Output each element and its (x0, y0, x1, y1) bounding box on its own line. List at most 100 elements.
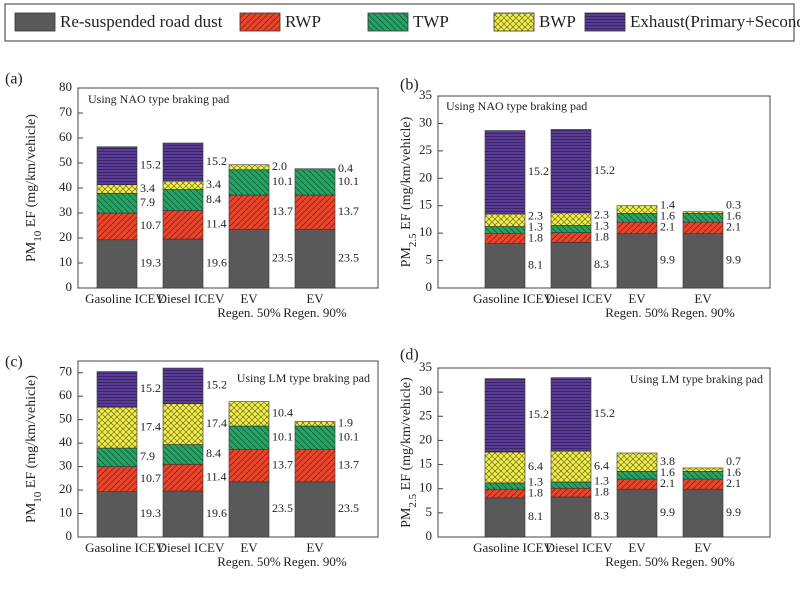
value-label: 13.7 (272, 458, 293, 472)
legend-label: Exhaust(Primary+Secondary) (630, 12, 800, 31)
bar-segment (162, 367, 204, 405)
annotation: Using LM type braking pad (630, 372, 763, 386)
bar-segment (162, 444, 204, 465)
x-tick-label: Gasoline ICEV (85, 291, 165, 306)
y-axis-title-main: PM (24, 241, 39, 262)
value-label: 15.2 (206, 154, 227, 168)
bar-segment (294, 169, 336, 196)
bar-segment (484, 130, 526, 215)
y-tick-label: 70 (59, 104, 72, 119)
value-label: 0.4 (338, 161, 353, 175)
y-tick-label: 10 (419, 224, 432, 239)
bar-segment (616, 205, 658, 214)
bar-segment (228, 425, 270, 451)
x-tick-label: Regen. 90% (671, 554, 735, 569)
bar-segment (550, 481, 592, 489)
value-label: 6.4 (594, 458, 609, 472)
bar-segment (682, 221, 724, 234)
y-axis-title-main: PM (24, 502, 39, 523)
value-label: 1.3 (528, 474, 543, 488)
x-tick-label: EV (694, 540, 712, 555)
y-tick-label: 20 (59, 481, 72, 496)
legend-box (4, 3, 795, 42)
y-tick-label: 80 (59, 79, 72, 94)
bar-segment (682, 471, 724, 480)
value-label: 8.3 (594, 257, 609, 271)
value-label: 2.1 (660, 220, 675, 234)
bar-segment (682, 467, 724, 472)
bar-segment (484, 497, 526, 538)
annotation: Using LM type braking pad (237, 371, 370, 385)
value-label: 1.6 (660, 465, 675, 479)
value-label: 10.7 (140, 218, 161, 232)
value-label: 2.0 (272, 159, 287, 173)
bar-segment (162, 463, 204, 492)
bar-segment (616, 233, 658, 289)
bar-segment (294, 194, 336, 230)
value-label: 19.3 (140, 506, 161, 520)
bar-segment (682, 488, 724, 538)
y-tick-label: 0 (66, 279, 73, 294)
value-label: 17.4 (206, 416, 227, 430)
value-label: 13.7 (272, 204, 293, 218)
bar-segment (228, 169, 270, 196)
value-label: 15.2 (594, 406, 615, 420)
value-label: 1.4 (660, 198, 675, 212)
x-tick-label: Diesel ICEV (546, 540, 613, 555)
bar-segment (484, 482, 526, 490)
bar-segment (484, 451, 526, 484)
bar-segment (294, 449, 336, 483)
y-tick-label: 40 (59, 434, 72, 449)
bar-segment (484, 243, 526, 289)
value-label: 17.4 (140, 419, 161, 433)
value-label: 15.2 (140, 158, 161, 172)
y-axis-title-rest: EF (mg/km/vehicle) (399, 377, 414, 494)
value-label: 10.1 (338, 174, 359, 188)
panel-label: (b) (400, 77, 419, 94)
x-tick-label: EV (628, 291, 646, 306)
value-label: 1.3 (594, 218, 609, 232)
value-label: 10.1 (272, 430, 293, 444)
x-tick-label: Regen. 90% (283, 305, 347, 320)
x-tick-label: Regen. 50% (605, 305, 669, 320)
value-label: 3.4 (206, 177, 221, 191)
value-label: 1.6 (726, 209, 741, 223)
y-axis-title-sub: 10 (32, 491, 44, 503)
legend-swatch (14, 12, 56, 32)
x-tick-label: EV (694, 291, 712, 306)
panel-label: (d) (400, 347, 419, 364)
bar-segment (550, 487, 592, 498)
value-label: 9.9 (726, 505, 741, 519)
value-label: 7.9 (140, 449, 155, 463)
y-axis-title-sub: 10 (32, 230, 44, 242)
value-label: 8.4 (206, 446, 221, 460)
plot-frame (437, 95, 771, 289)
bar-segment (682, 211, 724, 214)
value-label: 11.4 (206, 217, 227, 231)
value-label: 9.9 (726, 253, 741, 267)
plot-frame (437, 367, 771, 538)
x-tick-label: Diesel ICEV (546, 291, 613, 306)
value-label: 6.4 (528, 459, 543, 473)
y-tick-label: 25 (419, 142, 432, 157)
bar-segment (550, 242, 592, 289)
bar-segment (96, 146, 138, 186)
value-label: 1.8 (528, 230, 543, 244)
y-tick-label: 10 (419, 480, 432, 495)
bar-segment (162, 180, 204, 190)
value-label: 3.8 (660, 454, 675, 468)
y-tick-label: 60 (59, 387, 72, 402)
value-label: 10.1 (272, 174, 293, 188)
value-label: 1.6 (660, 209, 675, 223)
y-axis-title-main: PM (399, 507, 414, 528)
y-tick-label: 25 (419, 407, 432, 422)
value-label: 10.7 (140, 471, 161, 485)
y-axis-title: PM2.5 EF (mg/km/vehicle) (399, 377, 418, 528)
bar-segment (616, 452, 658, 472)
bar-segment (550, 377, 592, 452)
value-label: 23.5 (338, 250, 359, 264)
x-tick-label: Regen. 50% (217, 305, 281, 320)
value-label: 19.6 (206, 506, 227, 520)
y-tick-label: 10 (59, 254, 72, 269)
bar-segment (294, 481, 336, 538)
